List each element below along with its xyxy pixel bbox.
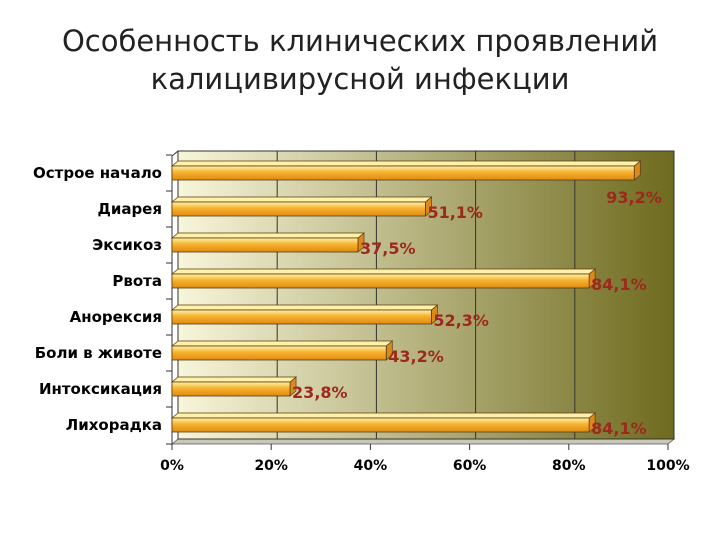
data-label: 37,5% bbox=[360, 239, 416, 258]
bar bbox=[171, 201, 426, 217]
data-label: 43,2% bbox=[388, 347, 444, 366]
bar bbox=[171, 273, 590, 289]
category-label: Острое начало bbox=[33, 164, 162, 182]
data-label: 23,8% bbox=[292, 383, 348, 402]
data-label: 84,1% bbox=[591, 275, 647, 294]
data-label: 84,1% bbox=[591, 419, 647, 438]
chart-title: Особенность клинических проявлений калиц… bbox=[0, 22, 720, 98]
bar bbox=[171, 309, 432, 325]
x-tick-label: 80% bbox=[552, 458, 586, 474]
category-label: Диарея bbox=[97, 200, 162, 218]
x-tick-label: 40% bbox=[354, 458, 388, 474]
data-label: 52,3% bbox=[433, 311, 489, 330]
bar bbox=[171, 381, 291, 397]
category-label: Боли в животе bbox=[35, 344, 162, 362]
bar bbox=[171, 345, 387, 361]
bar bbox=[171, 417, 590, 433]
bar bbox=[171, 165, 635, 181]
bar-top-face bbox=[171, 412, 597, 419]
data-label: 93,2% bbox=[606, 188, 662, 207]
x-tick-label: 100% bbox=[646, 458, 689, 474]
category-label: Рвота bbox=[112, 272, 162, 290]
bar-top-face bbox=[171, 376, 298, 383]
y-axis-depth bbox=[171, 150, 179, 157]
bar-top-face bbox=[171, 304, 439, 311]
bar-top-face bbox=[171, 196, 433, 203]
bar bbox=[171, 237, 359, 253]
chart-title-line-1: Особенность клинических проявлений bbox=[61, 24, 659, 58]
category-label: Анорексия bbox=[70, 308, 162, 326]
x-tick-label: 60% bbox=[453, 458, 487, 474]
plot-floor bbox=[170, 438, 676, 445]
category-label: Эксикоз bbox=[92, 236, 162, 254]
x-tick-label: 20% bbox=[254, 458, 288, 474]
data-label: 51,1% bbox=[427, 203, 483, 222]
category-label: Интоксикация bbox=[39, 380, 162, 398]
bar-top-face bbox=[171, 160, 642, 167]
category-label: Лихорадка bbox=[66, 416, 162, 434]
bar-top-face bbox=[171, 268, 597, 275]
chart-title-line-2: калицивирусной инфекции bbox=[150, 62, 570, 96]
x-tick-label: 0% bbox=[160, 458, 184, 474]
bar-top-face bbox=[171, 340, 394, 347]
bar-top-face bbox=[171, 232, 365, 239]
